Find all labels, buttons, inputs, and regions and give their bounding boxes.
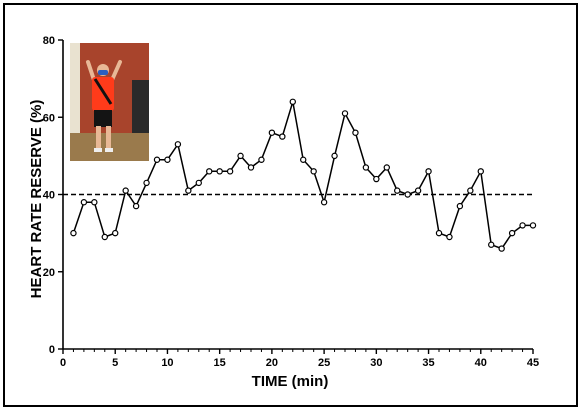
photo-mask — [98, 70, 108, 75]
data-point-23 — [300, 156, 307, 163]
photo-left-shoe — [94, 148, 102, 152]
data-point-29 — [362, 164, 370, 171]
data-point-11 — [174, 141, 182, 148]
data-point-24 — [310, 168, 317, 175]
data-point-33 — [404, 191, 411, 198]
x-tick-label-2: 10 — [161, 357, 173, 369]
data-point-20 — [268, 129, 276, 136]
x-tick-label-9: 45 — [527, 357, 539, 369]
photo-equipment — [132, 80, 149, 140]
x-tick-label-8: 40 — [475, 357, 487, 369]
data-point-35 — [425, 168, 432, 175]
photo-right-shoe — [105, 148, 113, 152]
data-point-21 — [279, 133, 286, 140]
data-point-42 — [498, 245, 505, 252]
data-point-3 — [91, 199, 98, 206]
inset-photo — [70, 43, 149, 161]
data-point-8 — [143, 179, 150, 187]
photo-shorts — [94, 110, 112, 127]
y-tick-label-0: 0 — [49, 344, 55, 356]
photo-left-arm — [86, 60, 96, 82]
photo-harness — [93, 78, 113, 105]
data-point-4 — [101, 233, 108, 241]
data-point-30 — [373, 175, 380, 183]
x-tick-label-3: 15 — [214, 357, 226, 369]
data-point-16 — [226, 168, 234, 175]
data-point-15 — [216, 168, 223, 175]
data-point-22 — [289, 98, 296, 106]
y-tick-label-3: 60 — [43, 112, 55, 124]
data-point-34 — [414, 187, 422, 194]
data-point-27 — [341, 110, 349, 117]
x-tick-label-5: 25 — [318, 357, 330, 369]
data-point-17 — [237, 152, 244, 160]
y-axis-title: HEART RATE RESERVE (%) — [28, 100, 45, 299]
x-tick-label-0: 0 — [60, 357, 66, 369]
data-point-26 — [331, 152, 338, 160]
data-point-2 — [80, 199, 88, 206]
data-point-40 — [477, 168, 484, 175]
data-point-43 — [508, 229, 516, 237]
ticks: 0 20 40 60 80 0 5 10 15 20 25 30 35 40 45 — [43, 35, 539, 369]
series-group — [70, 98, 537, 252]
data-point-19 — [258, 156, 265, 163]
data-point-7 — [132, 202, 140, 210]
data-point-32 — [394, 187, 401, 194]
data-point-39 — [467, 187, 474, 194]
data-point-31 — [383, 164, 390, 171]
x-axis-title: TIME (min) — [252, 373, 329, 390]
data-point-28 — [352, 129, 359, 136]
data-point-6 — [122, 187, 129, 194]
data-point-44 — [519, 222, 526, 229]
y-tick-label-2: 40 — [43, 190, 55, 202]
photo-left-leg — [96, 126, 101, 148]
x-tick-label-6: 30 — [370, 357, 382, 369]
x-tick-label-1: 5 — [112, 357, 118, 369]
data-point-9 — [153, 156, 161, 163]
photo-right-leg — [106, 126, 111, 148]
data-point-14 — [206, 168, 213, 175]
data-point-41 — [488, 241, 495, 248]
data-point-10 — [164, 156, 171, 163]
data-point-38 — [456, 202, 464, 210]
data-point-12 — [185, 187, 192, 194]
data-point-37 — [446, 233, 453, 241]
data-point-5 — [112, 229, 119, 237]
data-point-13 — [195, 179, 202, 187]
x-tick-label-7: 35 — [422, 357, 434, 369]
photo-door — [70, 43, 80, 161]
data-point-36 — [435, 229, 443, 237]
y-tick-label-1: 20 — [43, 267, 55, 279]
data-point-18 — [247, 164, 255, 171]
y-tick-label-4: 80 — [43, 35, 55, 47]
photo-right-arm — [110, 60, 122, 82]
x-tick-label-4: 20 — [266, 357, 278, 369]
data-point-45 — [529, 222, 537, 229]
data-point-1 — [70, 229, 77, 237]
data-point-25 — [320, 199, 328, 206]
